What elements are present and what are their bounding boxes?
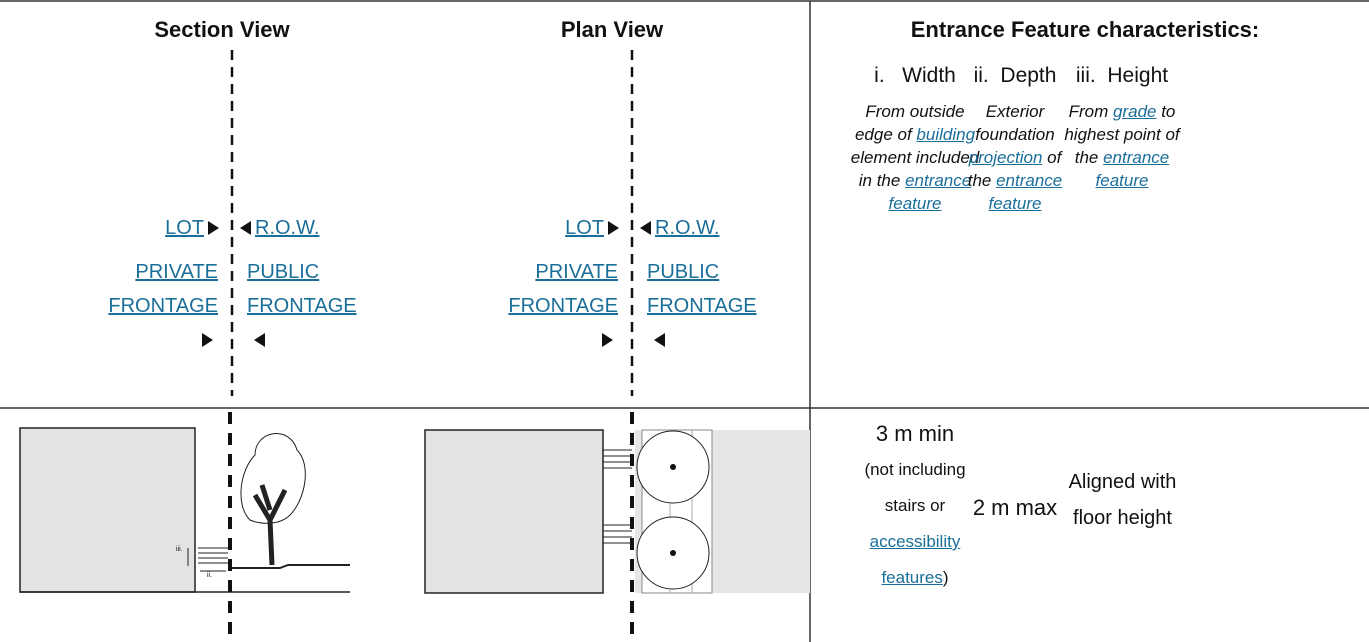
text: (not including stairs or <box>864 460 966 515</box>
arrow <box>602 333 613 347</box>
link[interactable]: projection <box>968 148 1043 167</box>
arrow <box>254 333 265 347</box>
link[interactable]: grade <box>1113 102 1157 121</box>
diagram-label: iii. <box>176 546 183 553</box>
arrow <box>640 221 651 235</box>
lot-label[interactable]: LOT <box>565 217 604 239</box>
value: Aligned with floor height <box>1068 471 1177 529</box>
text: to highest point of the <box>1064 102 1180 167</box>
view-title: Plan View <box>560 17 664 42</box>
private-frontage[interactable]: PRIVATE <box>535 261 618 283</box>
column-label: ii. Depth <box>973 64 1057 87</box>
row-label[interactable]: R.O.W. <box>255 217 320 239</box>
arrow <box>654 333 665 347</box>
text: From <box>1068 102 1113 121</box>
diagram-label: ii. <box>207 572 213 579</box>
row-label[interactable]: R.O.W. <box>655 217 720 239</box>
private-frontage[interactable]: FRONTAGE <box>108 295 218 317</box>
link[interactable]: entrance feature <box>988 171 1063 213</box>
public-frontage[interactable]: FRONTAGE <box>247 295 357 317</box>
arrow <box>202 333 213 347</box>
value: 2 m max <box>972 495 1058 520</box>
value: 3 m min <box>875 421 955 446</box>
link[interactable]: building <box>916 125 976 144</box>
arrow <box>240 221 251 235</box>
public-frontage[interactable]: PUBLIC <box>247 261 320 283</box>
text: From outside edge of <box>854 102 965 144</box>
value-note: (not including stairs or accessibility f… <box>850 452 980 596</box>
text: Exterior foundation <box>975 102 1055 144</box>
text: element included in the <box>850 148 980 190</box>
public-frontage[interactable]: PUBLIC <box>647 261 720 283</box>
description: Exterior foundation projection of the en… <box>955 100 1075 215</box>
private-frontage[interactable]: FRONTAGE <box>508 295 618 317</box>
arrow <box>208 221 219 235</box>
lot-label[interactable]: LOT <box>165 217 204 239</box>
description: From outside edge of building element in… <box>850 100 980 215</box>
characteristics-title: Entrance Feature characteristics: <box>910 17 1260 42</box>
link[interactable]: entrance feature <box>1095 148 1170 190</box>
public-frontage[interactable]: FRONTAGE <box>647 295 757 317</box>
link[interactable]: entrance feature <box>888 171 972 213</box>
text: ) <box>942 568 949 587</box>
arrow <box>608 221 619 235</box>
column-label: i. Width <box>874 64 956 87</box>
text: of the <box>967 148 1062 190</box>
private-frontage[interactable]: PRIVATE <box>135 261 218 283</box>
description: From grade to highest point of the entra… <box>1058 100 1186 192</box>
column-label: iii. Height <box>1075 64 1169 87</box>
view-title: Section View <box>154 17 290 42</box>
link[interactable]: accessibility features <box>869 532 961 587</box>
